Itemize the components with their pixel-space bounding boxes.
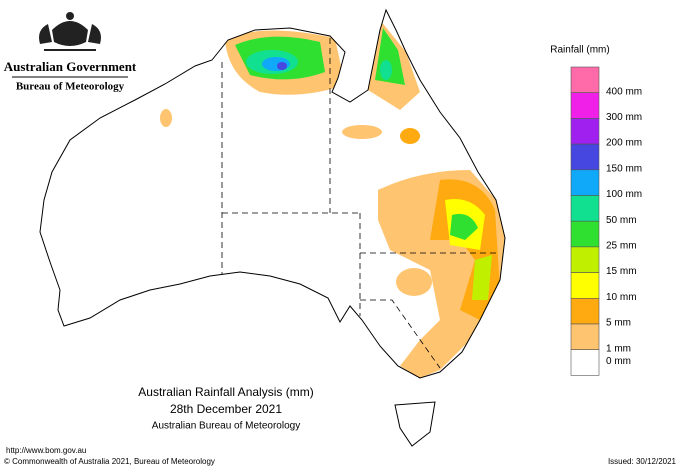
tasmania [394, 401, 436, 447]
legend-swatch [570, 92, 600, 119]
legend-label: 200 mm [606, 138, 642, 149]
legend-label: 1 mm [606, 343, 631, 354]
url: http://www.bom.gov.au [6, 446, 86, 455]
legend-label: 10 mm [606, 292, 637, 303]
map-date: 28th December 2021 [170, 402, 282, 416]
legend-label: 15 mm [606, 266, 637, 277]
legend-title: Rainfall (mm) [550, 45, 609, 56]
legend-swatch [570, 66, 600, 94]
legend-swatch [570, 195, 600, 222]
legend-label: 100 mm [606, 189, 642, 200]
map-source: Australian Bureau of Meteorology [152, 421, 300, 432]
legend-label: 400 mm [606, 86, 642, 97]
mainland [39, 8, 506, 447]
state-borders [221, 38, 498, 369]
copyright: © Commonwealth of Australia 2021, Bureau… [4, 457, 215, 466]
legend-swatch [570, 118, 600, 145]
legend-swatch [570, 323, 600, 351]
legend-label: 150 mm [606, 163, 642, 174]
legend-swatch [570, 297, 600, 325]
map-title: Australian Rainfall Analysis (mm) [138, 385, 313, 399]
government-name: Australian Government [4, 59, 137, 74]
legend-swatch [570, 349, 600, 376]
legend-label: 50 mm [606, 215, 637, 226]
legend: 400 mm 300 mm 200 mm 150 mm 100 mm 50 mm 25 mm… [570, 66, 642, 376]
legend-swatch [570, 143, 600, 171]
rainfall-fields [225, 20, 505, 378]
logo [39, 12, 101, 51]
legend-label: 300 mm [606, 112, 642, 123]
legend-label: 25 mm [606, 241, 637, 252]
legend-swatch [570, 169, 600, 196]
issued-date: Issued: 30/12/2021 [608, 457, 677, 466]
legend-swatch [570, 246, 600, 273]
legend-label: 0 mm [606, 356, 631, 367]
legend-label: 5 mm [606, 318, 631, 329]
agency-name: Bureau of Meteorology [16, 81, 125, 93]
legend-swatch [570, 272, 600, 299]
legend-swatch [570, 220, 600, 248]
